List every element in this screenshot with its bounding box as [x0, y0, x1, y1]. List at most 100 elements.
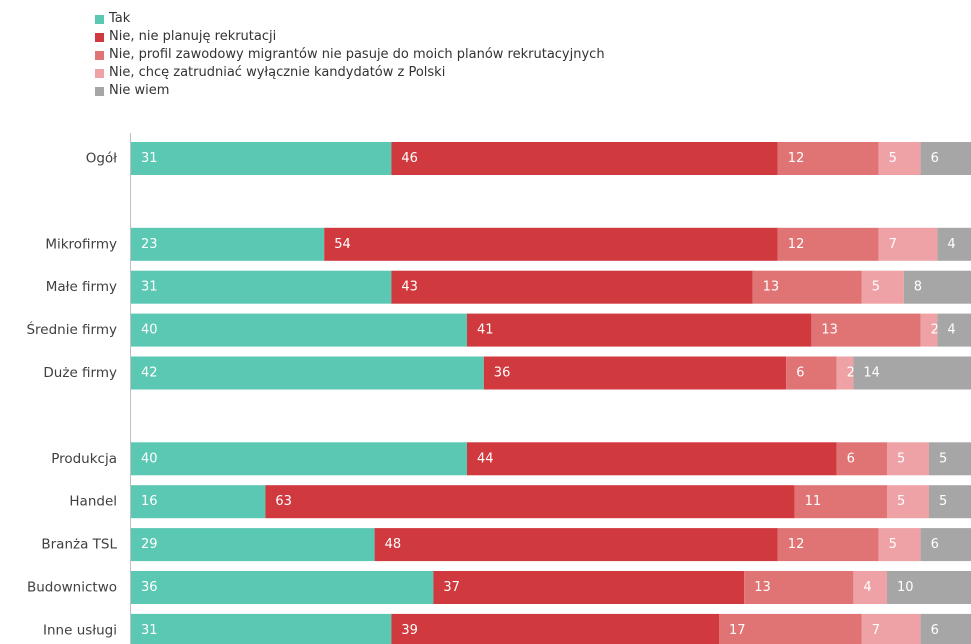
data-label: 10 — [897, 580, 914, 595]
category-label: Produkcja — [51, 451, 117, 467]
bar-segment-nie_wiem — [920, 613, 971, 644]
data-label: 29 — [141, 537, 158, 552]
data-label: 31 — [141, 151, 158, 166]
data-label: 5 — [897, 451, 905, 466]
bar-segment-nie_profil — [836, 442, 887, 476]
data-label: 40 — [141, 451, 158, 466]
bar-segment-tak — [131, 613, 392, 644]
bar-segment-nie_polska — [920, 313, 938, 347]
data-label: 46 — [401, 151, 418, 166]
data-label: 7 — [889, 237, 897, 252]
data-label: 37 — [443, 580, 460, 595]
category-label: Inne usługi — [43, 622, 117, 638]
data-label: 12 — [788, 537, 805, 552]
data-label: 31 — [141, 623, 158, 638]
data-label: 40 — [141, 323, 158, 338]
category-label: Duże firmy — [43, 365, 117, 381]
data-label: 2 — [931, 323, 939, 338]
data-label: 13 — [763, 280, 780, 295]
bar-segment-nie_polska — [836, 356, 854, 390]
bar-segment-nie_profil — [811, 313, 921, 347]
bar-segment-tak — [131, 485, 266, 519]
bar-segment-tak — [131, 442, 467, 476]
category-label: Mikrofirmy — [45, 236, 117, 252]
legend: Tak Nie, nie planuję rekrutacji Nie, profi… — [95, 10, 605, 100]
data-label: 7 — [872, 623, 880, 638]
bar-segment-nie_wiem — [887, 571, 971, 604]
data-label: 6 — [796, 366, 804, 381]
data-label: 36 — [141, 580, 158, 595]
bar-segment-tak — [131, 227, 325, 261]
data-label: 23 — [141, 237, 158, 252]
category-label: Budownictwo — [27, 580, 117, 596]
data-label: 5 — [872, 280, 880, 295]
bar-segment-nie_profil — [777, 227, 879, 261]
bar-segment-nie_planuje — [391, 270, 753, 304]
bar-segment-nie_profil — [744, 571, 854, 604]
bar-segment-nie_wiem — [920, 142, 971, 175]
bar-segment-nie_wiem — [920, 528, 971, 562]
data-label: 48 — [385, 537, 402, 552]
data-label: 5 — [889, 537, 897, 552]
category-label: Średnie firmy — [26, 320, 117, 338]
data-label: 39 — [401, 623, 418, 638]
bar-segment-nie_planuje — [433, 571, 745, 604]
bar-segment-nie_wiem — [903, 270, 971, 304]
bar-segment-nie_wiem — [929, 485, 971, 519]
data-label: 16 — [141, 494, 158, 509]
bar-segment-nie_polska — [853, 571, 887, 604]
legend-label: Nie wiem — [109, 83, 170, 98]
data-label: 17 — [729, 623, 746, 638]
bar-segment-nie_planuje — [467, 442, 837, 476]
bar-segment-nie_profil — [794, 485, 887, 519]
data-label: 43 — [401, 280, 418, 295]
bar-segment-nie_planuje — [467, 313, 812, 347]
legend-label: Nie, chcę zatrudniać wyłącznie kandydató… — [109, 65, 446, 80]
data-label: 63 — [275, 494, 292, 509]
data-label: 6 — [847, 451, 855, 466]
data-label: 5 — [897, 494, 905, 509]
bar-segment-tak — [131, 528, 375, 562]
legend-swatch — [95, 14, 104, 24]
bar-segment-nie_polska — [861, 613, 921, 644]
legend-item-nie_polska: Nie, chcę zatrudniać wyłącznie kandydató… — [95, 64, 605, 82]
bar-segment-nie_profil — [777, 528, 879, 562]
data-label: 5 — [889, 151, 897, 166]
bar-segment-nie_polska — [878, 227, 938, 261]
bar-segment-tak — [131, 313, 467, 347]
legend-item-nie_profil: Nie, profil zawodowy migrantów nie pasuj… — [95, 46, 605, 64]
data-label: 6 — [931, 537, 939, 552]
legend-item-nie_wiem: Nie wiem — [95, 82, 605, 100]
bar-segment-nie_profil — [777, 142, 879, 175]
bar-segment-nie_polska — [878, 528, 921, 562]
bar-segment-nie_polska — [861, 270, 904, 304]
bar-segment-nie_planuje — [324, 227, 778, 261]
bar-segment-tak — [131, 571, 434, 604]
data-label: 44 — [477, 451, 494, 466]
bar-segment-nie_polska — [887, 485, 929, 519]
data-label: 13 — [821, 323, 838, 338]
data-label: 5 — [939, 451, 947, 466]
data-label: 12 — [788, 151, 805, 166]
legend-label: Tak — [109, 11, 131, 26]
legend-swatch — [95, 32, 104, 42]
bar-segment-nie_polska — [887, 442, 929, 476]
legend-label: Nie, profil zawodowy migrantów nie pasuj… — [109, 47, 605, 62]
data-label: 6 — [931, 151, 939, 166]
data-label: 36 — [494, 366, 511, 381]
data-label: 4 — [863, 580, 871, 595]
bar-segment-nie_wiem — [853, 356, 971, 390]
category-label: Handel — [69, 494, 117, 510]
data-label: 4 — [947, 323, 955, 338]
data-label: 54 — [334, 237, 351, 252]
legend-item-nie_planuje: Nie, nie planuję rekrutacji — [95, 28, 605, 46]
bar-segment-nie_polska — [878, 142, 921, 175]
bar-segment-tak — [131, 142, 392, 175]
category-label: Ogół — [86, 151, 117, 167]
bar-segment-nie_wiem — [929, 442, 971, 476]
data-label: 41 — [477, 323, 494, 338]
data-label: 2 — [847, 366, 855, 381]
bar-segment-nie_planuje — [483, 356, 787, 390]
bar-segment-nie_wiem — [937, 313, 971, 347]
